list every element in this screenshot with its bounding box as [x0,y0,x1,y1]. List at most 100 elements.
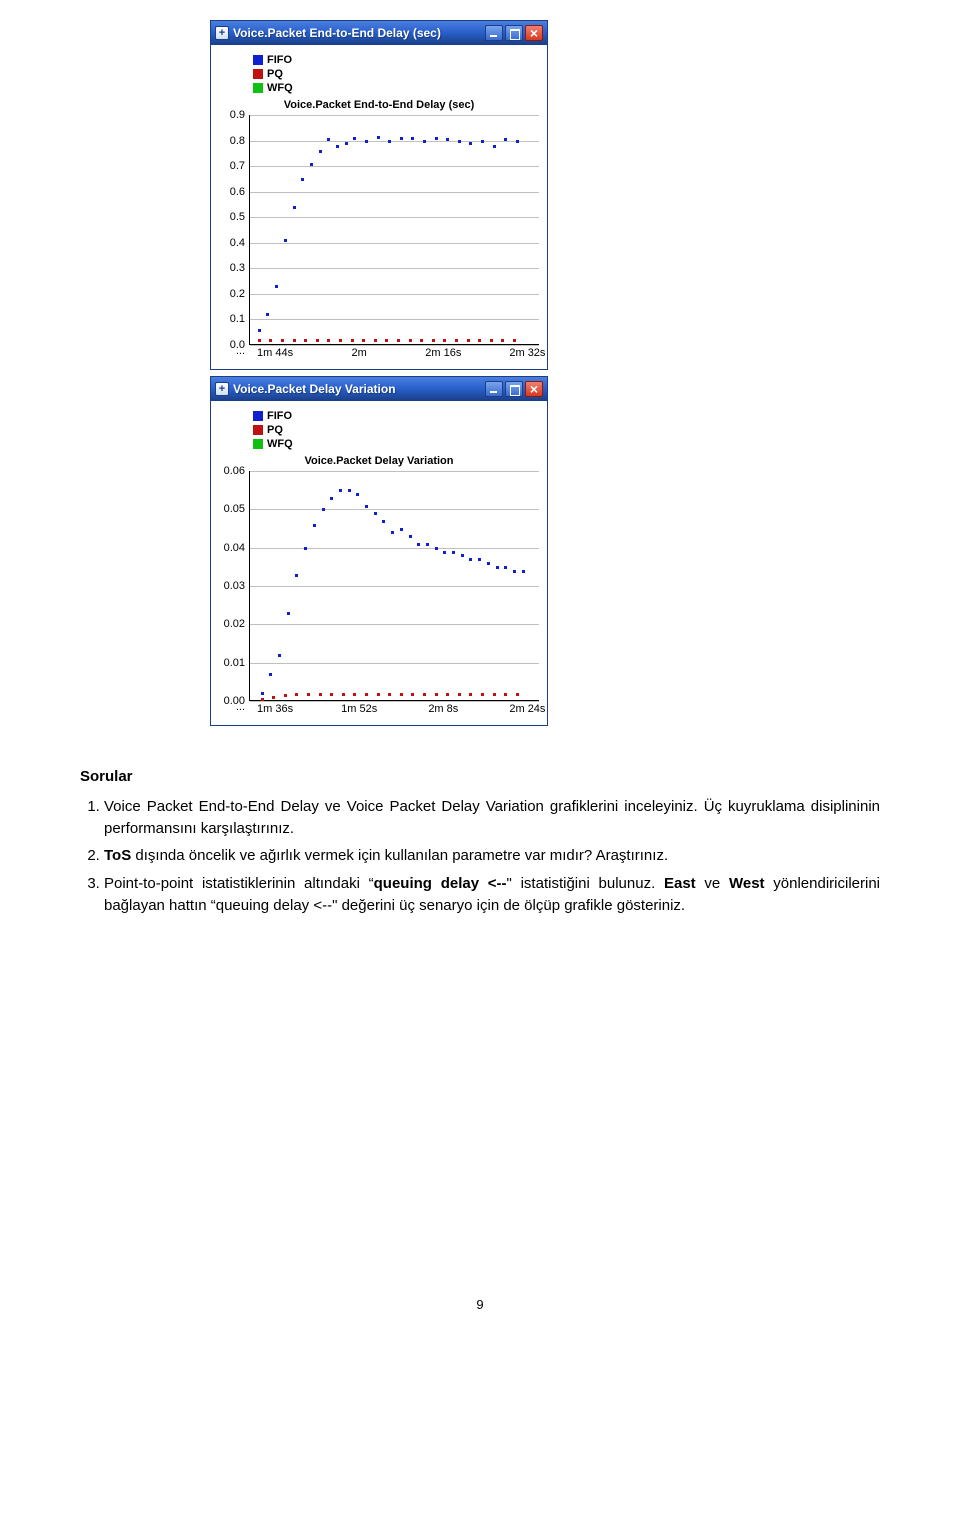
x-tick-label: 2m 8s [428,703,458,715]
data-point [417,543,420,546]
expand-icon[interactable]: + [215,26,229,40]
gridline [250,663,539,664]
y-tick-label: 0.00 [224,695,245,707]
plot-wrap: 0.060.050.040.030.020.010.00 [219,471,539,701]
titlebar[interactable]: + Voice.Packet Delay Variation [211,377,547,401]
legend-item: WFQ [253,437,539,451]
data-point [432,339,435,342]
data-point [493,693,496,696]
legend-item: PQ [253,423,539,437]
gridline [250,268,539,269]
legend-label: PQ [267,67,283,81]
gridline [250,243,539,244]
x-wrap: ... 1m 36s1m 52s2m 8s2m 24s [219,701,539,715]
data-point [435,137,438,140]
y-tick-label: 0.6 [230,186,245,198]
data-point [409,339,412,342]
titlebar[interactable]: + Voice.Packet End-to-End Delay (sec) [211,21,547,45]
data-point [467,339,470,342]
data-point [319,693,322,696]
y-tick-label: 0.8 [230,135,245,147]
gridline [250,166,539,167]
questions-section: Sorular Voice Packet End-to-End Delay ve… [80,766,880,917]
gridline [250,294,539,295]
plot-area [249,471,539,701]
data-point [269,339,272,342]
y-tick-label: 0.0 [230,339,245,351]
data-point [385,339,388,342]
data-point [377,136,380,139]
data-point [493,145,496,148]
chart-window-delay-variation: + Voice.Packet Delay Variation FIFOPQWFQ… [210,376,548,726]
data-point [501,339,504,342]
data-point [469,558,472,561]
data-point [281,339,284,342]
minimize-icon[interactable] [485,25,503,41]
gridline [250,586,539,587]
data-point [388,140,391,143]
data-point [362,339,365,342]
data-point [420,339,423,342]
gridline [250,471,539,472]
data-point [481,140,484,143]
close-icon[interactable] [525,25,543,41]
data-point [504,138,507,141]
data-point [461,554,464,557]
data-point [319,150,322,153]
data-point [382,520,385,523]
data-point [345,142,348,145]
y-tick-label: 0.2 [230,288,245,300]
legend-swatch [253,55,263,65]
y-tick-label: 0.05 [224,503,245,515]
x-wrap: ... 1m 44s2m2m 16s2m 32s [219,345,539,359]
legend-swatch [253,83,263,93]
maximize-icon[interactable] [505,381,523,397]
y-tick-label: 0.01 [224,657,245,669]
data-point [330,693,333,696]
data-point [516,693,519,696]
plot-area [249,115,539,345]
data-point [278,654,281,657]
y-tick-label: 0.04 [224,542,245,554]
gridline [250,192,539,193]
data-point [258,329,261,332]
minimize-icon[interactable] [485,381,503,397]
maximize-icon[interactable] [505,25,523,41]
data-point [455,339,458,342]
data-point [365,693,368,696]
data-point [342,693,345,696]
data-point [478,558,481,561]
x-tick-label: 2m 24s [509,703,545,715]
expand-icon[interactable]: + [215,382,229,396]
data-point [391,531,394,534]
data-point [504,566,507,569]
close-icon[interactable] [525,381,543,397]
chart-subtitle: Voice.Packet End-to-End Delay (sec) [219,99,539,111]
data-point [496,566,499,569]
data-point [490,339,493,342]
chart-window-end-to-end-delay: + Voice.Packet End-to-End Delay (sec) FI… [210,20,548,370]
data-point [388,693,391,696]
data-point [293,206,296,209]
legend: FIFOPQWFQ [219,407,539,453]
data-point [365,140,368,143]
data-point [469,693,472,696]
x-tick-label: 1m 36s [257,703,293,715]
data-point [284,694,287,697]
legend-item: FIFO [253,409,539,423]
data-point [435,693,438,696]
data-point [339,339,342,342]
legend-swatch [253,411,263,421]
x-axis: 1m 44s2m2m 16s2m 32s [249,345,539,359]
window-title: Voice.Packet End-to-End Delay (sec) [233,26,481,40]
y-tick-label: 0.7 [230,160,245,172]
data-point [316,339,319,342]
data-point [327,339,330,342]
question-item: Point-to-point istatistiklerinin altında… [104,873,880,917]
data-point [275,285,278,288]
data-point [351,339,354,342]
data-point [411,137,414,140]
x-tick-label: 2m 32s [509,347,545,359]
x-tick-label: 2m [352,347,367,359]
data-point [522,570,525,573]
